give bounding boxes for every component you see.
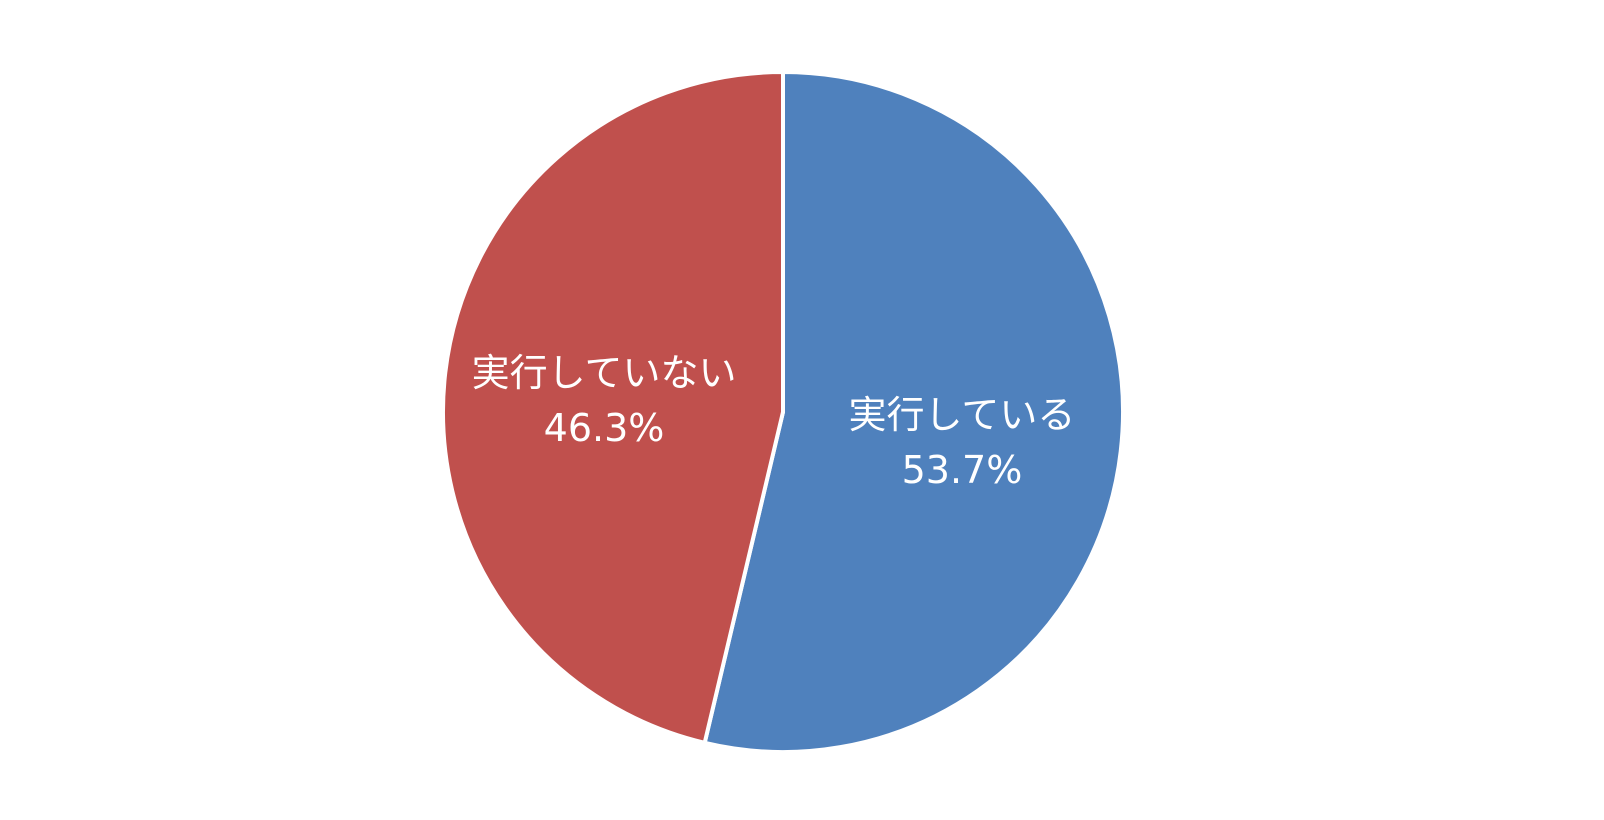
slice-value-label: 53.7% xyxy=(902,448,1023,492)
slice-label: 実行している xyxy=(849,393,1076,437)
slice-label: 実行していない xyxy=(472,351,737,395)
pie-slice-0 xyxy=(702,70,1125,754)
slice-value-label: 46.3% xyxy=(544,406,665,450)
pie-slice-1 xyxy=(441,70,785,745)
